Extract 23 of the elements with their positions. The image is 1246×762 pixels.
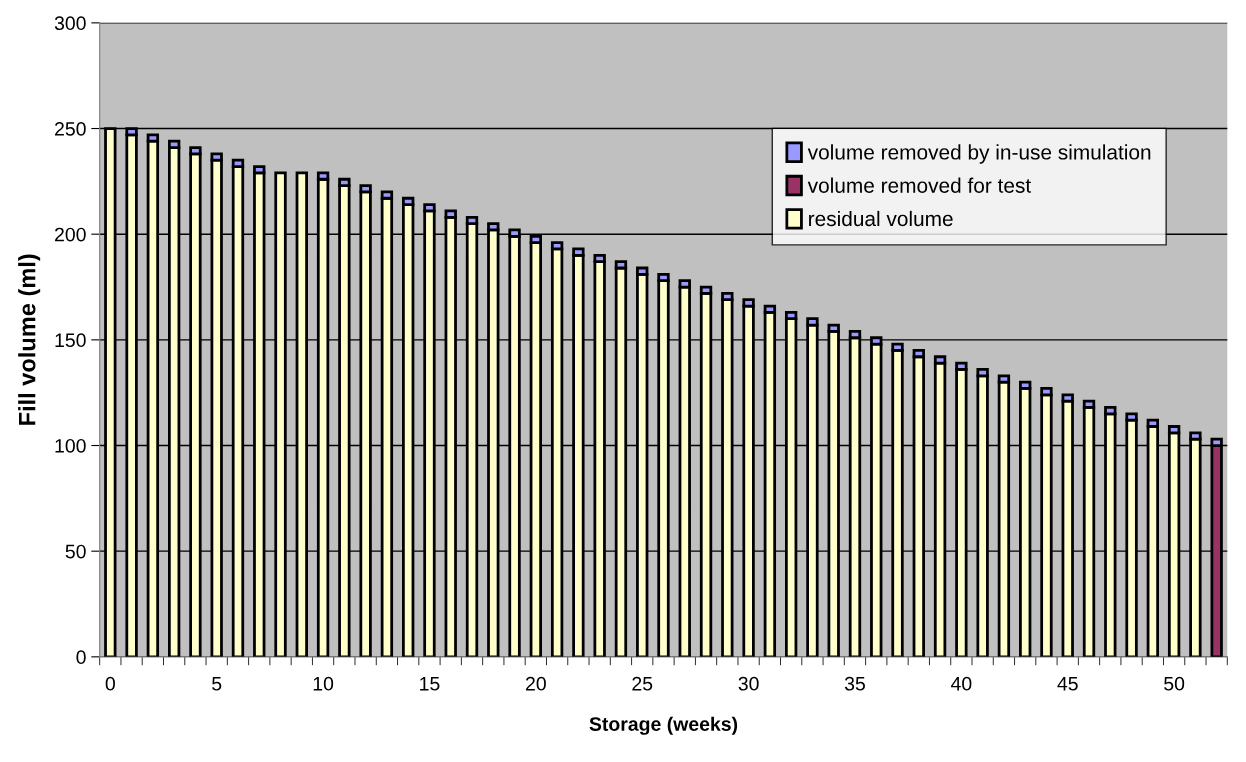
legend-label: volume removed for test [807, 177, 1031, 193]
x-tick-label: 10 [313, 676, 334, 691]
y-tick-label: 200 [55, 227, 86, 242]
x-tick-label: 5 [212, 677, 222, 691]
legend-label: residual volume [809, 210, 953, 227]
y-tick-label: 150 [55, 333, 86, 348]
y-tick-label: 50 [65, 544, 86, 559]
x-tick-label: 15 [420, 677, 440, 691]
x-axis-title: Storage (weeks) [589, 716, 738, 735]
x-tick-label: 30 [738, 676, 759, 691]
x-tick-label: 35 [844, 676, 865, 691]
x-tick-label: 25 [632, 676, 653, 691]
y-axis-title: Fill volume (ml) [18, 254, 41, 425]
x-tick-label: 50 [1164, 676, 1185, 691]
y-tick-label: 0 [76, 650, 86, 665]
x-tick-label: 20 [526, 676, 546, 691]
x-tick-label: 40 [950, 676, 972, 691]
y-tick-label: 300 [54, 16, 86, 31]
x-tick-label: 45 [1057, 677, 1078, 691]
y-tick-label: 100 [55, 438, 86, 453]
y-tick-label: 250 [55, 121, 86, 136]
x-tick-label: 0 [105, 676, 115, 691]
legend-label: volume removed by in-use simulation [807, 144, 1151, 164]
